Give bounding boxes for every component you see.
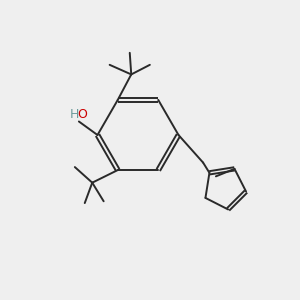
- Text: H: H: [70, 108, 79, 122]
- Text: O: O: [78, 108, 87, 122]
